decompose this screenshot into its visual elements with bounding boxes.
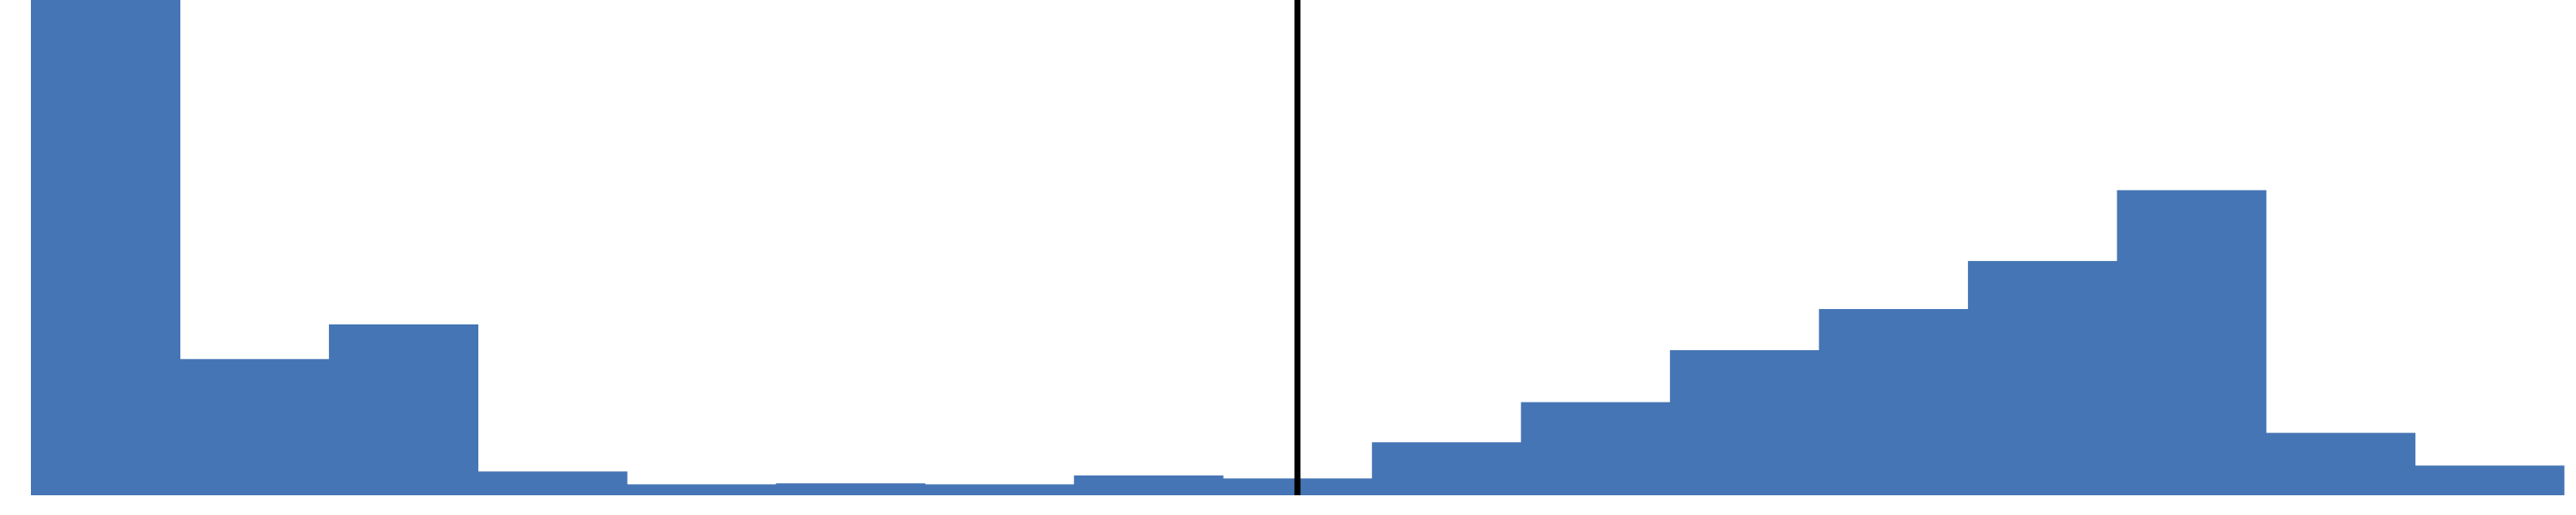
histogram-bar-17 — [2415, 465, 2565, 495]
histogram-bar-4 — [477, 471, 628, 495]
histogram-bar-12 — [1669, 349, 1820, 495]
histogram-bar-14 — [1967, 261, 2117, 495]
histogram-bar-16 — [2265, 433, 2415, 495]
histogram-bar-1 — [31, 0, 181, 495]
histogram-bar-11 — [1521, 402, 1671, 495]
histogram-bar-5 — [627, 484, 777, 495]
histogram-bar-3 — [329, 324, 479, 495]
histogram-bar-10 — [1371, 442, 1522, 495]
histogram-bar-7 — [925, 484, 1075, 495]
histogram-bar-6 — [775, 483, 926, 495]
histogram-bar-2 — [179, 359, 330, 495]
histogram-bar-8 — [1073, 475, 1224, 495]
histogram-bar-13 — [1819, 309, 1969, 495]
histogram-bar-15 — [2117, 190, 2267, 495]
